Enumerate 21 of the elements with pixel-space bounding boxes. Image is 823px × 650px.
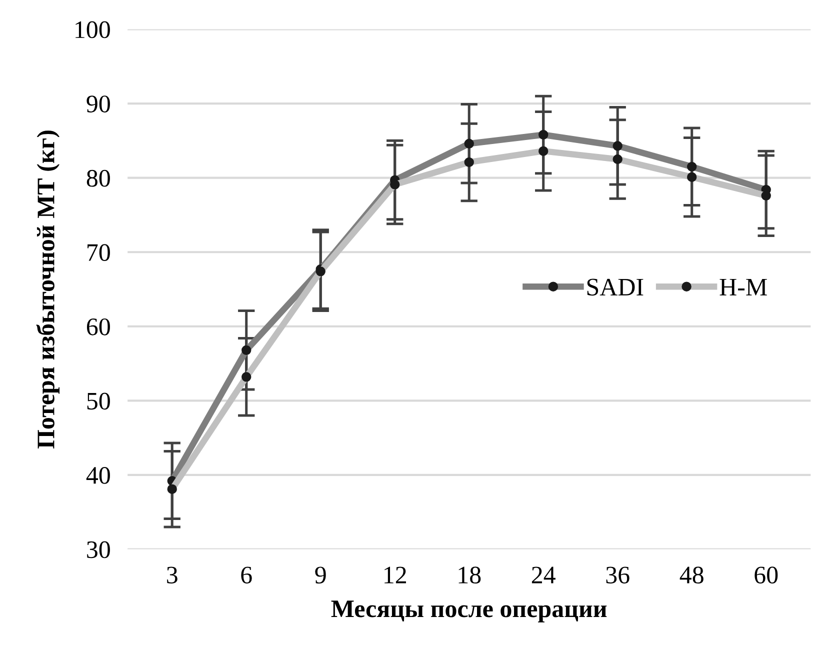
y-axis-title: Потеря избыточной МТ (кг) <box>36 130 60 449</box>
legend-label: SADI <box>587 278 644 296</box>
x-tick-label: 9 <box>315 566 326 584</box>
x-tick-label: 12 <box>384 566 406 584</box>
y-tick-label: 40 <box>86 467 110 484</box>
x-tick-label: 3 <box>167 566 178 584</box>
y-tick-label: 100 <box>76 21 110 38</box>
y-tick-label: 90 <box>86 96 110 112</box>
x-tick-label: 6 <box>241 566 252 584</box>
y-tick-label: 30 <box>87 541 110 558</box>
y-tick-label: 60 <box>86 318 110 336</box>
y-tick-label: 50 <box>87 392 110 410</box>
x-axis-title: Месяцы после операции <box>331 600 607 622</box>
x-tick-label: 24 <box>532 566 556 584</box>
y-tick-label: 70 <box>88 244 110 262</box>
x-tick-label: 18 <box>458 566 481 584</box>
x-tick-label: 48 <box>680 566 704 584</box>
legend-label: H-M <box>720 278 767 296</box>
x-tick-label: 36 <box>606 566 630 584</box>
x-tick-label: 60 <box>754 566 778 584</box>
y-tick-label: 80 <box>86 170 110 187</box>
